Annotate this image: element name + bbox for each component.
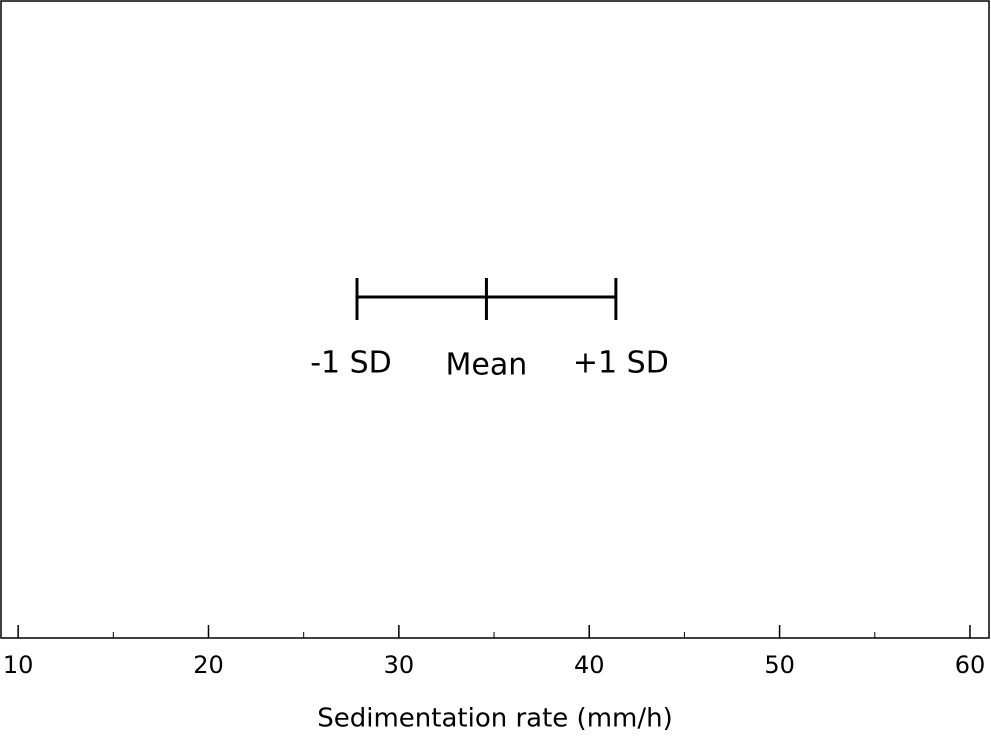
x-tick-label: 30: [384, 651, 415, 679]
annotation: -1 SD: [310, 346, 392, 381]
x-tick-label: 40: [574, 651, 605, 679]
x-axis-label: Sedimentation rate (mm/h): [317, 704, 672, 734]
x-tick-label: 20: [193, 651, 224, 679]
annotation: Mean: [446, 348, 528, 383]
x-tick-label: 50: [764, 651, 795, 679]
x-tick-label: 10: [3, 651, 34, 679]
x-tick-label: 60: [955, 651, 986, 679]
plot-frame: [0, 0, 990, 639]
annotation: +1 SD: [573, 346, 669, 381]
